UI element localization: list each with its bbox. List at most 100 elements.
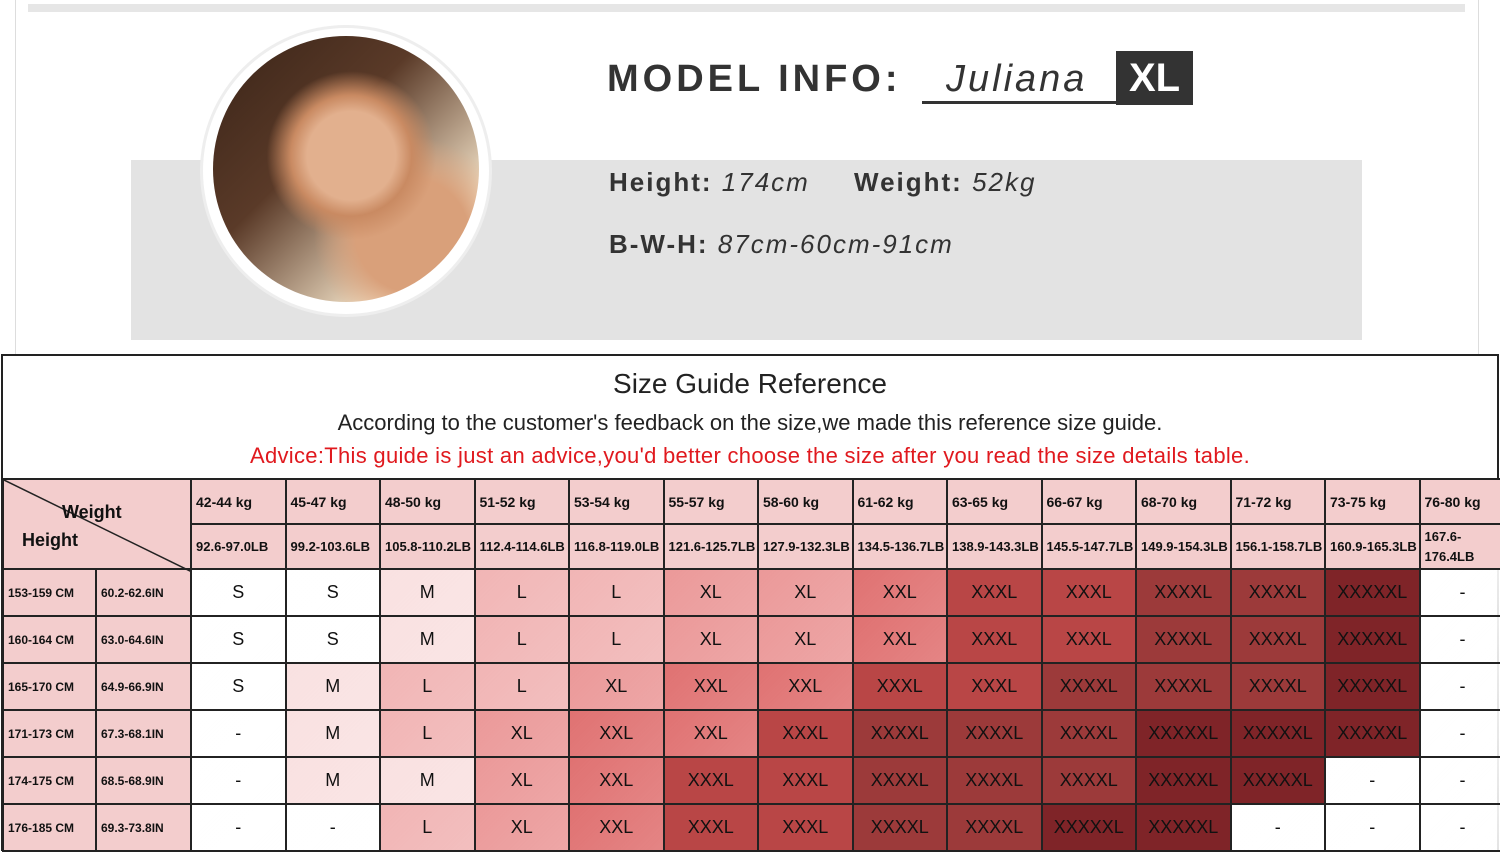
model-photo	[203, 28, 489, 314]
size-value: XL	[511, 723, 533, 743]
height-value: 174cm	[722, 167, 810, 197]
size-value: XXXXL	[1154, 582, 1212, 602]
size-value: -	[1460, 817, 1466, 837]
size-cell: XXXXXL	[1042, 804, 1137, 851]
height-stat: Height: 174cm	[609, 167, 810, 198]
size-cell: XXXXXL	[1231, 757, 1326, 804]
corner-weight-label: Weight	[62, 502, 122, 523]
size-value: XXL	[599, 723, 633, 743]
size-cell: XXXXL	[1231, 569, 1326, 616]
size-cell: XL	[758, 569, 853, 616]
size-cell: XL	[569, 663, 664, 710]
size-cell: XXXXL	[853, 710, 948, 757]
left-margin	[0, 0, 16, 355]
size-value: XXXXXL	[1337, 582, 1407, 602]
top-divider	[28, 4, 1465, 12]
weight-lb-header: 149.9-154.3LB	[1136, 524, 1231, 569]
size-cell: S	[286, 616, 381, 663]
size-value: XXXL	[688, 817, 734, 837]
size-value: -	[1460, 676, 1466, 696]
size-cell: -	[1231, 804, 1326, 851]
size-cell: XXXXXL	[1325, 710, 1420, 757]
size-value: XXXXXL	[1337, 676, 1407, 696]
size-value: XXXXXL	[1337, 629, 1407, 649]
size-cell: XXXXL	[947, 804, 1042, 851]
size-value: M	[420, 582, 435, 602]
weight-kg-header: 55-57 kg	[664, 479, 759, 524]
size-value: XXXXXL	[1148, 770, 1218, 790]
size-cell: XXXXL	[1136, 569, 1231, 616]
size-cell: L	[569, 616, 664, 663]
size-cell: XXXXL	[1042, 757, 1137, 804]
size-value: -	[1275, 817, 1281, 837]
size-cell: XXXL	[664, 757, 759, 804]
size-cell: XXXXXL	[1325, 616, 1420, 663]
height-in: 67.3-68.1IN	[96, 710, 191, 757]
size-value: -	[1460, 582, 1466, 602]
size-cell: -	[1420, 710, 1500, 757]
size-value: XXXXL	[1249, 629, 1307, 649]
weight-lb-header: 92.6-97.0LB	[191, 524, 286, 569]
weight-lb-header: 138.9-143.3LB	[947, 524, 1042, 569]
weight-lb-header: 99.2-103.6LB	[286, 524, 381, 569]
right-margin	[1478, 0, 1500, 355]
height-in: 60.2-62.6IN	[96, 569, 191, 616]
weight-kg-header: 61-62 kg	[853, 479, 948, 524]
size-value: XXXL	[782, 817, 828, 837]
size-value: -	[1369, 770, 1375, 790]
weight-label: Weight:	[854, 167, 963, 197]
size-cell: L	[475, 663, 570, 710]
size-cell: XL	[758, 616, 853, 663]
size-value: XXXXL	[1154, 629, 1212, 649]
size-value: M	[420, 770, 435, 790]
weight-kg-header: 73-75 kg	[1325, 479, 1420, 524]
size-value: XXXXL	[965, 817, 1023, 837]
size-cell: L	[569, 569, 664, 616]
weight-lb-header: 156.1-158.7LB	[1231, 524, 1326, 569]
size-badge: XL	[1116, 51, 1193, 105]
height-in: 69.3-73.8IN	[96, 804, 191, 851]
size-cell: XXXL	[758, 710, 853, 757]
weight-lb-header: 105.8-110.2LB	[380, 524, 475, 569]
size-value: -	[330, 817, 336, 837]
size-value: XXXXL	[1249, 676, 1307, 696]
weight-kg-header: 63-65 kg	[947, 479, 1042, 524]
height-in: 63.0-64.6IN	[96, 616, 191, 663]
size-cell: L	[380, 663, 475, 710]
weight-lb-header: 112.4-114.6LB	[475, 524, 570, 569]
size-value: L	[517, 676, 527, 696]
weight-kg-header: 45-47 kg	[286, 479, 381, 524]
size-cell: XXXL	[853, 663, 948, 710]
height-in: 68.5-68.9IN	[96, 757, 191, 804]
size-cell: XXXXXL	[1325, 569, 1420, 616]
height-cm: 160-164 CM	[3, 616, 96, 663]
size-cell: L	[380, 710, 475, 757]
size-value: M	[325, 676, 340, 696]
size-value: XXXXL	[965, 770, 1023, 790]
weight-kg-header: 42-44 kg	[191, 479, 286, 524]
size-cell: XXXXL	[1042, 663, 1137, 710]
size-value: S	[327, 582, 339, 602]
size-value: S	[327, 629, 339, 649]
size-cell: XXXL	[1042, 569, 1137, 616]
size-cell: XXL	[758, 663, 853, 710]
size-cell: XXL	[853, 569, 948, 616]
size-cell: XXXL	[758, 757, 853, 804]
size-cell: XXXXXL	[1136, 804, 1231, 851]
weight-lb-header: 167.6-176.4LB	[1420, 524, 1500, 569]
size-cell: XXXXL	[853, 757, 948, 804]
size-cell: -	[1420, 569, 1500, 616]
size-value: XXXL	[877, 676, 923, 696]
size-cell: XXXXL	[1136, 663, 1231, 710]
size-cell: XXXXL	[853, 804, 948, 851]
size-cell: -	[191, 710, 286, 757]
size-cell: XXXL	[947, 663, 1042, 710]
bwh-value: 87cm-60cm-91cm	[718, 229, 954, 259]
bwh-label: B-W-H:	[609, 229, 709, 259]
model-info-title: MODEL INFO:	[607, 58, 902, 101]
size-cell: XXL	[664, 710, 759, 757]
size-cell: XXL	[853, 616, 948, 663]
size-value: XXXXL	[871, 723, 929, 743]
